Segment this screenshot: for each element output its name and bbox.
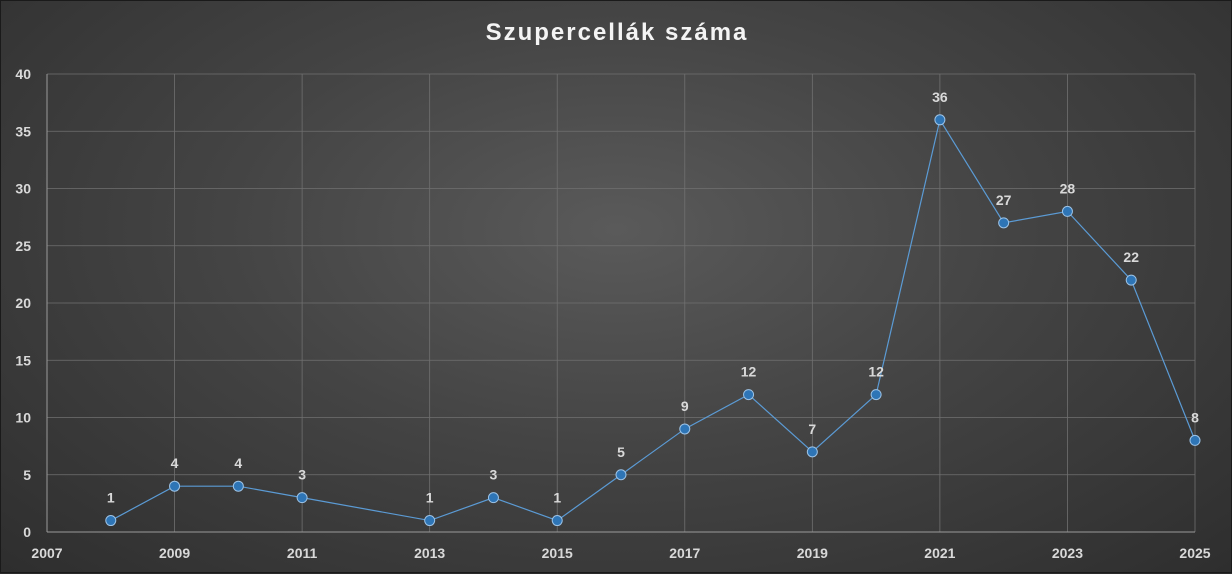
- data-label: 1: [553, 490, 561, 506]
- series-line: [110, 118, 1196, 522]
- data-label: 8: [1191, 409, 1199, 425]
- x-tick-label: 2021: [924, 545, 955, 561]
- data-label: 12: [741, 364, 757, 380]
- x-tick-label: 2019: [797, 545, 828, 561]
- x-tick-label: 2007: [31, 545, 62, 561]
- data-point: [806, 446, 818, 458]
- data-point: [296, 492, 308, 504]
- y-tick-label: 15: [15, 352, 31, 368]
- data-label: 36: [932, 89, 948, 105]
- data-point: [934, 114, 946, 126]
- data-label: 22: [1123, 249, 1139, 265]
- data-label: 28: [1060, 180, 1076, 196]
- chart-title: Szupercellák száma: [485, 19, 749, 46]
- data-point: [998, 217, 1010, 229]
- data-point: [1061, 205, 1073, 217]
- data-point: [105, 515, 117, 527]
- data-label: 3: [298, 467, 306, 483]
- x-tick-label: 2017: [669, 545, 700, 561]
- x-tick-label: 2023: [1052, 545, 1083, 561]
- data-label: 5: [617, 444, 625, 460]
- data-point: [487, 492, 499, 504]
- y-tick-label: 35: [15, 123, 31, 139]
- data-label: 7: [808, 421, 816, 437]
- data-label: 3: [490, 467, 498, 483]
- data-point: [169, 480, 181, 492]
- data-point: [870, 389, 882, 401]
- data-label: 1: [107, 490, 115, 506]
- y-tick-label: 25: [15, 238, 31, 254]
- data-label: 4: [171, 455, 179, 471]
- data-point: [232, 480, 244, 492]
- x-tick-label: 2015: [542, 545, 573, 561]
- data-point: [551, 515, 563, 527]
- data-point: [1125, 274, 1137, 286]
- data-label: 27: [996, 192, 1012, 208]
- data-point: [615, 469, 627, 481]
- y-tick-label: 40: [15, 66, 31, 82]
- y-tick-label: 10: [15, 410, 31, 426]
- y-tick-label: 30: [15, 181, 31, 197]
- x-tick-label: 2025: [1179, 545, 1210, 561]
- x-tick-label: 2009: [159, 545, 190, 561]
- data-label: 9: [681, 398, 689, 414]
- y-tick-label: 20: [15, 295, 31, 311]
- y-tick-label: 5: [23, 467, 31, 483]
- data-point: [1189, 434, 1201, 446]
- data-label: 1: [426, 490, 434, 506]
- data-point: [743, 389, 755, 401]
- x-tick-label: 2011: [287, 545, 318, 561]
- data-point: [424, 515, 436, 527]
- data-point: [679, 423, 691, 435]
- y-tick-label: 0: [23, 524, 31, 540]
- data-label: 12: [868, 364, 884, 380]
- x-tick-label: 2013: [414, 545, 445, 561]
- data-label: 4: [234, 455, 242, 471]
